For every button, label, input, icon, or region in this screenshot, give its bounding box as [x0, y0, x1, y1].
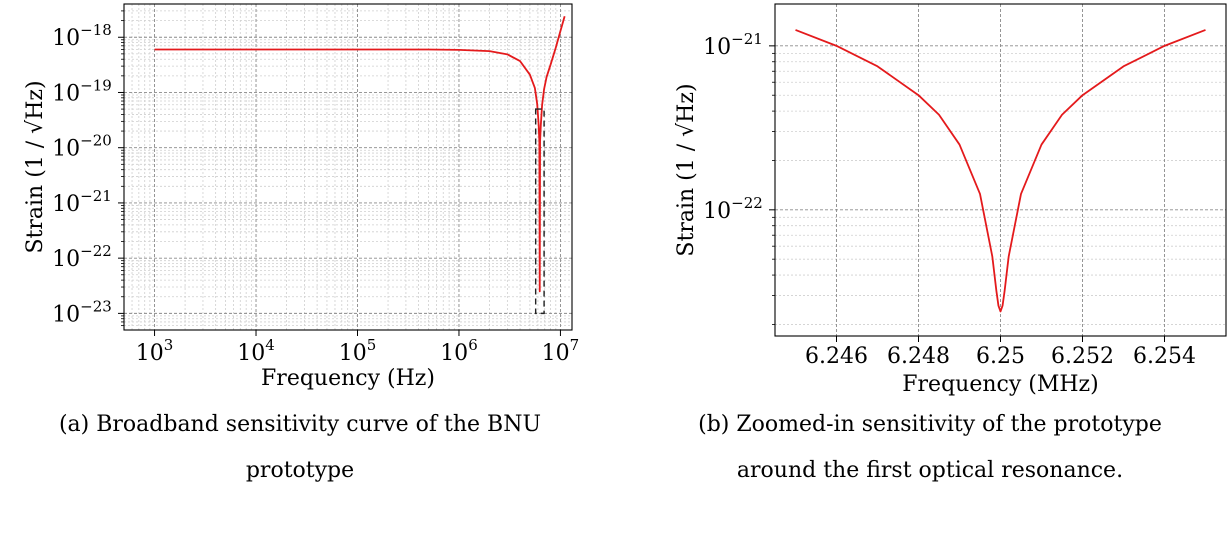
caption-right-line2: around the first optical resonance. [736, 458, 1124, 483]
left-x-tick-label: 106 [440, 336, 478, 366]
right-x-tick-label: 6.246 [805, 344, 868, 369]
right-x-tick-label: 6.252 [1051, 344, 1114, 369]
right-y-axis-label: Strain (1 / √Hz) [674, 83, 699, 256]
right-x-tick-label: 6.254 [1133, 344, 1196, 369]
left-x-tick-label: 107 [542, 336, 580, 366]
right-plot-area [795, 29, 1206, 313]
left-y-tick-label: 10−21 [52, 187, 112, 217]
caption-right: (b) Zoomed-in sensitivity of the prototy… [630, 402, 1230, 494]
left-axes-frame [123, 3, 573, 331]
right-x-tick-label: 6.25 [976, 344, 1025, 369]
left-y-tick-label: 10−23 [52, 297, 112, 327]
caption-left-line1: (a) Broadband sensitivity curve of the B… [58, 412, 542, 437]
right-grid [775, 4, 1226, 336]
left-x-tick-label: 104 [237, 336, 275, 366]
right-series-line-0 [795, 29, 1206, 313]
caption-left-line2: prototype [245, 458, 355, 483]
right-x-axis-label: Frequency (MHz) [902, 372, 1098, 397]
left-chart: 103 104 105 106 107 10−18 10−19 10−20 10−21 10−22… [23, 3, 580, 391]
left-y-tick-label: 10−19 [52, 76, 112, 106]
left-x-axis-label: Frequency (Hz) [261, 366, 435, 391]
right-y-tick-label: 10−22 [703, 194, 763, 224]
left-plot-area [154, 16, 566, 293]
caption-right-line1: (b) Zoomed-in sensitivity of the prototy… [698, 412, 1162, 437]
left-y-tick-label: 10−18 [52, 21, 112, 51]
left-x-tick-label: 105 [339, 336, 377, 366]
left-y-tick-label: 10−20 [52, 132, 112, 162]
right-x-tick-label: 6.248 [887, 344, 950, 369]
left-series-line-0 [154, 16, 566, 293]
right-chart: 6.246 6.248 6.25 6.252 6.254 10−21 10−22 Freque… [674, 3, 1227, 397]
left-grid [124, 4, 572, 330]
left-x-tick-label: 103 [136, 336, 174, 366]
right-y-tick-label: 10−21 [703, 30, 763, 60]
left-y-axis-label: Strain (1 / √Hz) [23, 80, 48, 253]
left-zoom-region-box [534, 108, 545, 315]
left-y-tick-label: 10−22 [52, 242, 112, 272]
caption-left: (a) Broadband sensitivity curve of the B… [0, 402, 600, 494]
